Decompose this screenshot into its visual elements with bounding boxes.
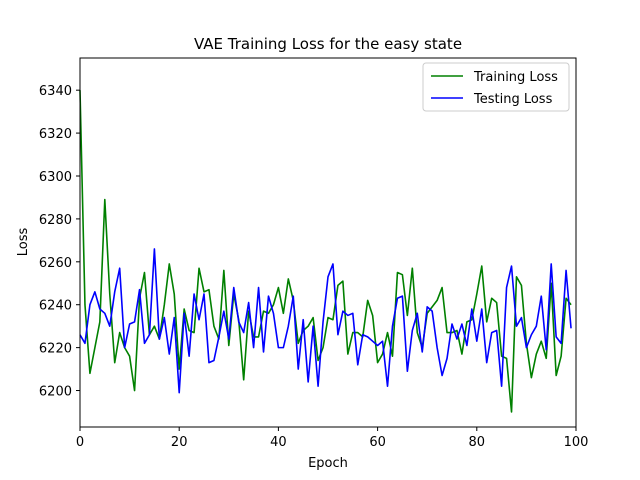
x-axis-title: Epoch: [308, 456, 348, 471]
y-axis-title: Loss: [16, 228, 31, 257]
chart-title: VAE Training Loss for the easy state: [194, 35, 462, 53]
x-tick-label: 60: [369, 435, 386, 450]
y-tick-label: 6340: [39, 84, 72, 99]
legend-label-testing-loss: Testing Loss: [473, 92, 553, 107]
legend: Training Loss Testing Loss: [422, 62, 570, 112]
x-axis: 0 20 40 60 80 100: [76, 427, 589, 450]
x-tick-label: 100: [564, 435, 589, 450]
series-layer: [79, 90, 572, 413]
x-tick-label: 20: [171, 435, 188, 450]
y-tick-label: 6320: [39, 127, 72, 142]
x-tick-label: 40: [270, 435, 287, 450]
y-tick-label: 6200: [39, 385, 72, 400]
legend-label-training-loss: Training Loss: [473, 70, 558, 85]
y-tick-label: 6280: [39, 213, 72, 228]
plot-frame: [79, 57, 577, 428]
y-axis: 6200 6220 6240 6260 6280 6300 6320 6340: [39, 84, 80, 400]
y-tick-label: 6300: [39, 170, 72, 185]
x-tick-label: 0: [76, 435, 84, 450]
y-tick-label: 6260: [39, 256, 72, 271]
series-line-training-loss: [79, 90, 572, 413]
y-tick-label: 6240: [39, 299, 72, 314]
y-tick-label: 6220: [39, 342, 72, 357]
series-line-testing-loss: [79, 248, 572, 394]
legend-box: [422, 62, 570, 112]
x-tick-label: 80: [469, 435, 486, 450]
